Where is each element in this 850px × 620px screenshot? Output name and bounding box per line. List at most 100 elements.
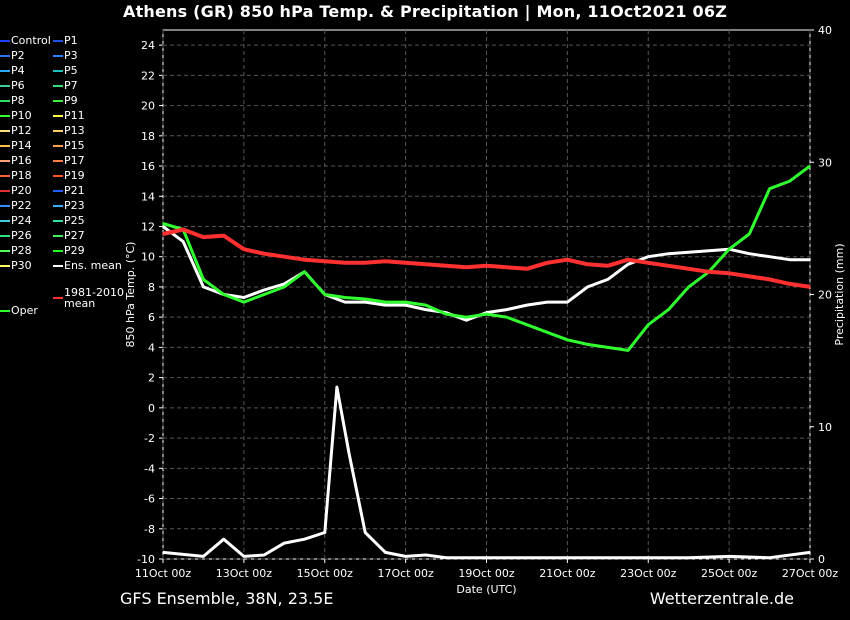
data-point <box>162 233 164 235</box>
data-point <box>708 271 710 273</box>
site-credit: Wetterzentrale.de <box>649 589 794 608</box>
data-point <box>768 278 771 281</box>
legend-swatch <box>53 100 63 102</box>
data-point <box>303 271 306 273</box>
data-point <box>283 255 286 258</box>
legend-swatch <box>0 220 10 222</box>
y-tick-label: 4 <box>148 341 155 354</box>
data-point <box>566 301 569 303</box>
legend-swatch <box>0 175 10 177</box>
data-point <box>526 304 528 306</box>
data-point <box>607 556 609 559</box>
data-point <box>243 248 245 250</box>
legend-label: P2 <box>11 49 25 62</box>
legend-label: P19 <box>64 169 85 182</box>
legend-swatch <box>0 235 10 237</box>
legend-item: Oper <box>0 304 38 318</box>
data-point <box>263 289 265 291</box>
x-tick-label: 13Oct 00z <box>216 567 273 580</box>
data-point <box>586 286 589 288</box>
data-point <box>344 301 346 303</box>
data-point <box>667 264 670 267</box>
legend-item: P8 <box>0 94 25 108</box>
data-point <box>445 313 447 315</box>
data-point <box>404 304 407 306</box>
legend-label: P22 <box>11 199 32 212</box>
legend-label: Oper <box>11 304 38 317</box>
data-point <box>384 260 387 263</box>
legend-swatch <box>53 175 63 177</box>
data-point <box>162 225 164 228</box>
legend-swatch <box>53 145 63 147</box>
data-point <box>465 319 468 321</box>
legend-label: P17 <box>64 154 85 167</box>
data-point <box>323 260 326 263</box>
legend-label: P26 <box>11 229 32 242</box>
legend-item: P1 <box>53 34 78 48</box>
data-point <box>344 261 346 264</box>
legend-item: P14 <box>0 139 32 153</box>
data-point <box>809 286 811 288</box>
y-tick-label: 20 <box>141 100 155 113</box>
legend-label: P25 <box>64 214 85 227</box>
data-point <box>627 349 629 352</box>
legend-label: P6 <box>11 79 25 92</box>
data-point <box>667 308 670 311</box>
legend-item: P16 <box>0 154 32 168</box>
legend-swatch <box>0 55 10 57</box>
legend-label: Control <box>11 34 51 47</box>
legend-swatch <box>0 130 10 132</box>
data-point <box>505 316 508 318</box>
data-point <box>404 261 407 264</box>
x-tick-label: 15Oct 00z <box>297 567 354 580</box>
data-point <box>384 301 387 303</box>
legend-item: P20 <box>0 184 32 198</box>
legend-item: P7 <box>53 79 78 93</box>
data-point <box>323 293 326 296</box>
data-point <box>627 258 629 261</box>
data-point <box>748 233 751 235</box>
legend-swatch <box>53 235 63 237</box>
y-tick-label: -10 <box>137 553 155 566</box>
data-point <box>445 264 447 267</box>
data-point <box>809 258 811 261</box>
legend-item: P28 <box>0 244 32 258</box>
data-point <box>384 551 387 554</box>
legend-item: P18 <box>0 169 32 183</box>
legend-item: P21 <box>53 184 85 198</box>
data-point <box>505 266 508 269</box>
legend-item: P2 <box>0 49 25 63</box>
y2-tick-label: 30 <box>818 156 832 169</box>
data-point <box>667 252 670 255</box>
data-point <box>809 165 811 167</box>
data-point <box>283 283 286 285</box>
legend-swatch <box>53 130 63 132</box>
data-point <box>647 323 650 326</box>
legend-swatch <box>0 250 10 252</box>
data-point <box>364 301 366 303</box>
data-point <box>202 555 205 558</box>
data-point <box>647 255 650 258</box>
data-point <box>647 261 650 264</box>
y-tick-label: 16 <box>141 160 155 173</box>
x-tick-label: 27Oct 00z <box>782 567 839 580</box>
y-tick-label: -2 <box>144 432 155 445</box>
data-point <box>222 234 225 237</box>
y2-axis-label: Precipitation (mm) <box>833 243 846 345</box>
legend-swatch <box>53 115 63 117</box>
legend-swatch <box>0 115 10 117</box>
legend-swatch <box>53 55 63 57</box>
data-point <box>586 343 589 346</box>
data-point <box>586 263 589 266</box>
legend-swatch <box>53 297 63 299</box>
data-point <box>364 298 366 300</box>
data-point <box>344 296 346 299</box>
legend-item: P19 <box>53 169 85 183</box>
legend-item: P13 <box>53 124 85 138</box>
data-point <box>465 316 468 318</box>
legend-swatch <box>0 205 10 207</box>
legend-label: P1 <box>64 34 78 47</box>
legend-item: P12 <box>0 124 32 138</box>
legend-label: P20 <box>11 184 32 197</box>
